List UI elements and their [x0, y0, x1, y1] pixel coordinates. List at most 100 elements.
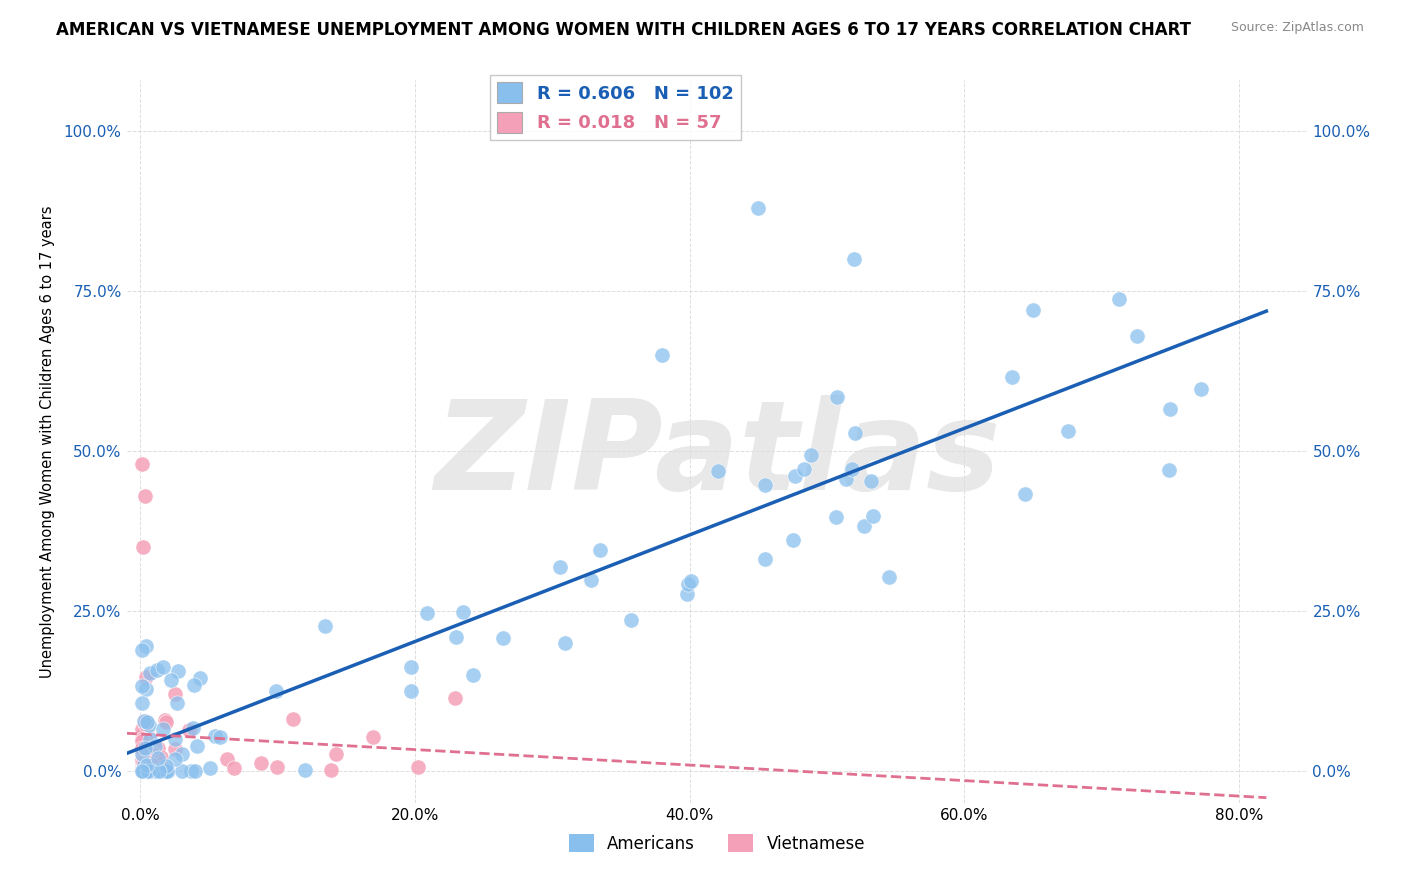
Point — [136, 730, 159, 744]
Point — [406, 760, 429, 774]
Point — [152, 659, 174, 673]
Point — [754, 478, 776, 492]
Point — [200, 761, 222, 775]
Point — [135, 669, 157, 683]
Point — [145, 663, 167, 677]
Point — [135, 714, 157, 729]
Point — [190, 671, 212, 685]
Point — [361, 730, 384, 744]
Point — [143, 739, 166, 753]
Point — [793, 462, 815, 476]
Point — [1125, 329, 1147, 343]
Point — [134, 724, 156, 739]
Point — [676, 587, 699, 601]
Point — [135, 764, 157, 778]
Point — [160, 673, 183, 687]
Point — [165, 732, 187, 747]
Point — [131, 747, 153, 761]
Point — [135, 681, 157, 696]
Point — [783, 468, 806, 483]
Point — [156, 764, 179, 778]
Point — [131, 732, 153, 747]
Point — [249, 756, 271, 770]
Point — [138, 738, 160, 752]
Point — [131, 457, 153, 471]
Point — [135, 640, 157, 654]
Point — [706, 464, 728, 478]
Point — [841, 462, 863, 476]
Point — [852, 519, 875, 533]
Point — [138, 755, 160, 769]
Point — [131, 757, 153, 772]
Point — [463, 668, 485, 682]
Point — [139, 764, 162, 778]
Point — [294, 764, 316, 778]
Point — [138, 718, 160, 732]
Point — [134, 757, 156, 772]
Point — [266, 760, 288, 774]
Text: AMERICAN VS VIETNAMESE UNEMPLOYMENT AMONG WOMEN WITH CHILDREN AGES 6 TO 17 YEARS: AMERICAN VS VIETNAMESE UNEMPLOYMENT AMON… — [56, 21, 1191, 38]
Point — [754, 552, 776, 566]
Point — [163, 751, 186, 765]
Point — [136, 747, 159, 762]
Point — [136, 751, 159, 765]
Point — [1022, 303, 1045, 318]
Point — [825, 510, 848, 524]
Point — [138, 764, 160, 778]
Point — [314, 619, 336, 633]
Point — [444, 691, 467, 706]
Point — [135, 732, 157, 747]
Point — [141, 746, 163, 760]
Point — [184, 764, 207, 778]
Point — [136, 764, 159, 778]
Point — [131, 756, 153, 771]
Point — [131, 763, 153, 777]
Point — [143, 764, 166, 778]
Point — [145, 764, 167, 778]
Point — [172, 747, 194, 761]
Point — [131, 679, 153, 693]
Point — [548, 560, 571, 574]
Point — [1157, 463, 1180, 477]
Point — [319, 763, 342, 777]
Point — [146, 750, 169, 764]
Point — [138, 760, 160, 774]
Point — [581, 573, 603, 587]
Point — [134, 754, 156, 768]
Point — [835, 472, 858, 486]
Point — [399, 684, 422, 698]
Text: Source: ZipAtlas.com: Source: ZipAtlas.com — [1230, 21, 1364, 34]
Text: ZIPatlas: ZIPatlas — [434, 395, 1000, 516]
Point — [134, 756, 156, 770]
Point — [589, 543, 612, 558]
Point — [150, 763, 173, 777]
Point — [136, 764, 159, 778]
Point — [134, 741, 156, 756]
Point — [156, 764, 179, 778]
Point — [1014, 487, 1036, 501]
Point — [131, 740, 153, 755]
Point — [134, 714, 156, 728]
Point — [136, 758, 159, 772]
Y-axis label: Unemployment Among Women with Children Ages 6 to 17 years: Unemployment Among Women with Children A… — [41, 205, 55, 678]
Point — [651, 348, 673, 362]
Point — [155, 714, 177, 728]
Point — [138, 764, 160, 778]
Point — [134, 714, 156, 728]
Point — [181, 721, 204, 735]
Point — [139, 763, 162, 777]
Point — [215, 752, 238, 766]
Point — [138, 764, 160, 778]
Point — [132, 764, 155, 778]
Point — [825, 390, 848, 404]
Point — [186, 739, 208, 754]
Point — [132, 755, 155, 769]
Point — [1159, 402, 1181, 417]
Point — [131, 761, 153, 775]
Point — [131, 722, 153, 736]
Point — [135, 764, 157, 778]
Point — [139, 731, 162, 746]
Point — [224, 761, 246, 775]
Point — [451, 606, 474, 620]
Point — [620, 613, 643, 627]
